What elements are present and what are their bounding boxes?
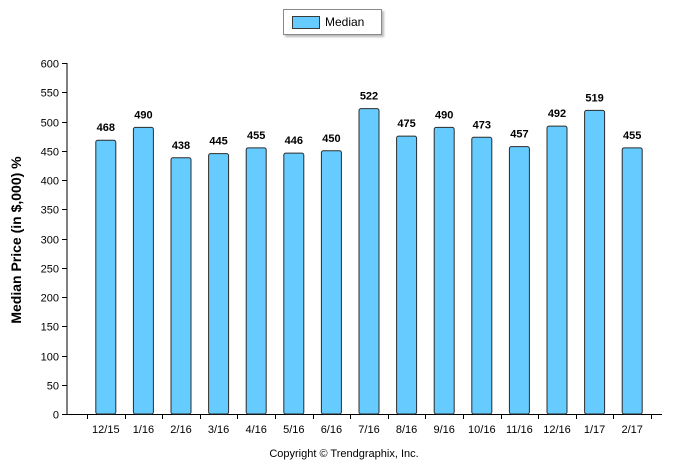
y-tick-label: 0	[53, 410, 59, 422]
bar	[471, 136, 493, 415]
data-label: 438	[172, 140, 190, 152]
bar	[621, 147, 643, 415]
bar	[396, 135, 418, 415]
x-tick-label: 1/17	[584, 424, 605, 436]
bar	[358, 108, 380, 415]
y-tick-label: 500	[41, 118, 59, 130]
data-label: 457	[510, 129, 528, 141]
x-tick-label: 9/16	[433, 424, 454, 436]
x-tick-label: 2/16	[170, 424, 191, 436]
bar	[132, 126, 154, 415]
data-label: 522	[360, 91, 378, 103]
x-tick-label: 5/16	[283, 424, 304, 436]
x-tick-label: 12/16	[543, 424, 571, 436]
data-label: 475	[397, 118, 415, 130]
bars	[95, 108, 643, 415]
bar	[245, 147, 267, 415]
data-label: 468	[97, 122, 115, 134]
bar	[584, 109, 606, 415]
data-labels: 468 490 438 445 455 446 450 522 475 490 473 457 492 5…	[97, 91, 642, 152]
y-tick-label: 250	[41, 264, 59, 276]
data-label: 446	[285, 135, 303, 147]
y-tick-label: 100	[41, 352, 59, 364]
x-tick-label: 6/16	[321, 424, 342, 436]
bar	[508, 146, 530, 415]
y-tick-label: 150	[41, 322, 59, 334]
y-tick-label: 550	[41, 88, 59, 100]
x-tick-label: 1/16	[133, 424, 154, 436]
y-axis: 0 50 100 150 200 250 300 350 400 450 500 550 600	[41, 59, 68, 422]
x-tick-label: 3/16	[208, 424, 229, 436]
x-axis: 12/15 1/16 2/16 3/16 4/16 5/16 6/16 7/16 8/16 9/1…	[67, 414, 662, 436]
y-tick-label: 200	[41, 293, 59, 305]
copyright-text: Copyright © Trendgraphix, Inc.	[269, 448, 419, 460]
y-tick-label: 400	[41, 176, 59, 188]
y-tick-label: 300	[41, 235, 59, 247]
legend-label-median: Median	[325, 15, 365, 29]
bar	[283, 152, 305, 415]
x-tick-label: 12/15	[92, 424, 120, 436]
y-tick-label: 600	[41, 59, 59, 71]
data-label: 450	[322, 133, 340, 145]
bar	[208, 153, 230, 415]
bar	[320, 150, 342, 415]
data-label: 455	[623, 130, 641, 142]
x-tick-label: 4/16	[245, 424, 266, 436]
data-label: 490	[134, 109, 152, 121]
data-label: 519	[585, 92, 603, 104]
bar	[433, 126, 455, 415]
bar	[546, 125, 568, 415]
data-label: 473	[473, 119, 491, 131]
x-tick-label: 2/17	[621, 424, 642, 436]
bar	[95, 139, 117, 415]
y-tick-label: 450	[41, 147, 59, 159]
y-axis-label: Median Price (in $,000) %	[8, 156, 24, 324]
legend-swatch-median	[292, 15, 320, 29]
x-tick-label: 7/16	[358, 424, 379, 436]
y-tick-label: 50	[47, 381, 59, 393]
bar	[170, 157, 192, 415]
x-tick-label: 8/16	[396, 424, 417, 436]
x-tick-label: 10/16	[468, 424, 496, 436]
data-label: 445	[209, 136, 227, 148]
y-tick-label: 350	[41, 205, 59, 217]
data-label: 490	[435, 109, 453, 121]
x-tick-label: 11/16	[506, 424, 533, 436]
data-label: 492	[548, 108, 566, 120]
data-label: 455	[247, 130, 265, 142]
legend: Median	[283, 9, 382, 35]
